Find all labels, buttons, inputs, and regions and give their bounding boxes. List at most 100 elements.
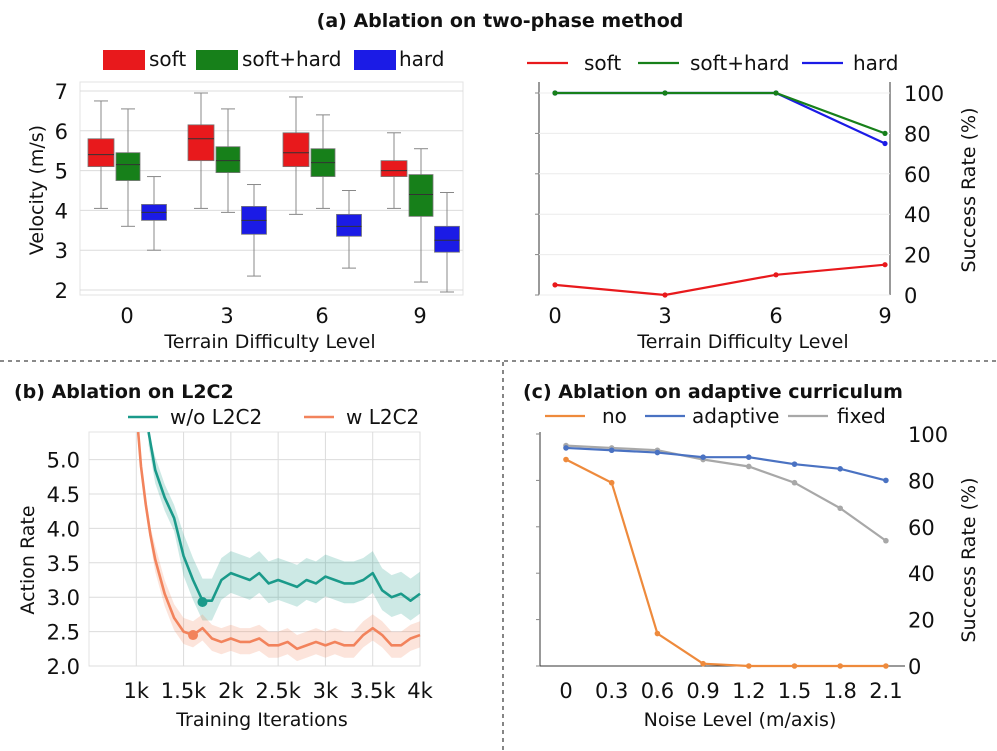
b-legend-w: w L2C2 [346,405,419,429]
c-point-no [700,660,706,667]
b-xtick-label: 3k [313,679,339,703]
c-legend-no: no [602,404,627,428]
a2-point-soft-hard [662,90,668,96]
c-xtick-label: 0.6 [641,679,674,703]
b-xtick-label: 4k [407,679,433,703]
c-point-no [654,630,661,637]
title-b: (b) Ablation on L2C2 [14,381,234,403]
box-body [282,132,310,168]
a2-ytick-label: 60 [904,163,931,187]
box-body [215,146,241,173]
legend-label-soft-hard: soft+hard [242,47,341,71]
c-point-no [883,663,889,669]
box-soft-hard-0 [115,108,141,227]
c-legend: no adaptive fixed [545,404,886,428]
c-point-fixed [746,463,752,470]
a2-series-soft-hard [555,91,886,135]
box-body [87,138,115,168]
a2-xtick-label: 6 [769,304,782,328]
c-point-no [746,663,752,669]
c-point-adaptive [746,454,752,461]
a2-legend: soft soft+hard hard [527,51,899,75]
b-xlabel: Training Iterations [175,709,348,731]
box-soft-hard-6 [310,114,336,209]
box-soft-hard-3 [215,108,241,213]
b-xtick-label: 1k [124,679,150,703]
b-legend: w/o L2C2 w L2C2 [128,405,419,429]
boxplot-xtick-label: 3 [220,304,233,328]
a2-legend-soft-hard: soft+hard [690,51,789,75]
title-c: (c) Ablation on adaptive curriculum [523,381,903,403]
box-hard-3 [241,184,267,277]
box-hard-6 [336,190,362,269]
c-ytick-label: 80 [908,469,935,493]
b-series-w-l2c2 [136,431,421,651]
c-xtick-label: 1.2 [732,679,765,703]
c-xtick-label: 0 [559,679,572,703]
boxplot-legend: soft soft+hard hard [103,47,445,71]
c-point-adaptive [791,461,798,467]
box-body [115,152,141,181]
c-point-fixed [883,537,889,544]
box-soft-3 [187,92,215,209]
c-point-no [608,479,615,486]
legend-swatch-soft-hard [196,50,238,70]
c-series-adaptive [565,446,887,482]
box-body [380,160,408,177]
box-body [187,124,215,162]
b-xtick-label: 1.5k [161,679,207,703]
noise-success-chart: 0 20 40 60 80 100 0 0.3 0.6 0.9 1.2 1.5 1.8 2.1 Nois… [536,404,980,731]
b-xtick-label: 2k [218,679,244,703]
box-body [408,174,434,217]
b-series-wo-l2c2 [147,431,421,602]
boxplot-ytick-label: 4 [55,199,68,223]
a2-point-soft-hard [552,90,558,96]
boxplot-xtick-label: 6 [315,304,328,328]
c-legend-adaptive: adaptive [692,404,779,428]
a2-point-soft-hard [773,90,779,96]
a2-xtick-label: 3 [658,304,671,328]
box-body [336,213,362,237]
a2-series-hard [555,91,886,145]
c-point-adaptive [654,449,661,456]
boxplot-ytick-label: 3 [55,239,68,263]
a2-ytick-label: 0 [904,284,917,308]
legend-label-hard: hard [399,47,445,71]
a2-ytick-label: 40 [904,203,931,227]
c-xtick-label: 0.3 [595,679,628,703]
c-point-adaptive [700,454,706,461]
a2-ytick-label: 100 [904,82,944,106]
c-point-adaptive [883,477,889,484]
b-ytick-label: 2.5 [47,621,80,645]
a2-point-soft [882,262,888,268]
a2-legend-hard: hard [853,51,899,75]
title-a: (a) Ablation on two-phase method [317,10,684,32]
b-ytick-label: 4.5 [47,483,80,507]
success-rate-terrain-chart: 0 20 40 60 80 100 0 3 6 9 Terrain Difficulty Lev… [527,51,980,353]
c-point-no [837,663,843,669]
a2-series-soft [554,263,886,297]
c-ylabel: Success Rate (%) [958,477,980,642]
c-xlabel: Noise Level (m/axis) [644,709,837,731]
c-xtick-label: 1.8 [823,679,856,703]
b-marker-wo-l2c2 [197,597,208,608]
a2-point-soft [773,272,779,278]
b-ytick-label: 5.0 [47,449,80,473]
box-soft-hard-9 [408,148,434,283]
boxplot-ylabel: Velocity (m/s) [26,125,48,255]
box-soft-6 [282,96,310,215]
b-marker-w-l2c2 [188,630,199,641]
a2-point-soft [662,292,668,298]
boxplot-xtick-label: 0 [120,304,133,328]
c-point-adaptive [837,466,843,472]
a2-ylabel: Success Rate (%) [958,107,980,272]
c-point-fixed [791,479,798,486]
c-ytick-label: 20 [908,609,935,633]
c-series-fixed [565,444,887,542]
a2-xlabel: Terrain Difficulty Level [636,331,848,353]
c-point-no [791,663,798,669]
boxplot-xlabel: Terrain Difficulty Level [163,331,375,353]
legend-swatch-soft [103,50,145,70]
b-band-wo-l2c2 [148,432,420,621]
